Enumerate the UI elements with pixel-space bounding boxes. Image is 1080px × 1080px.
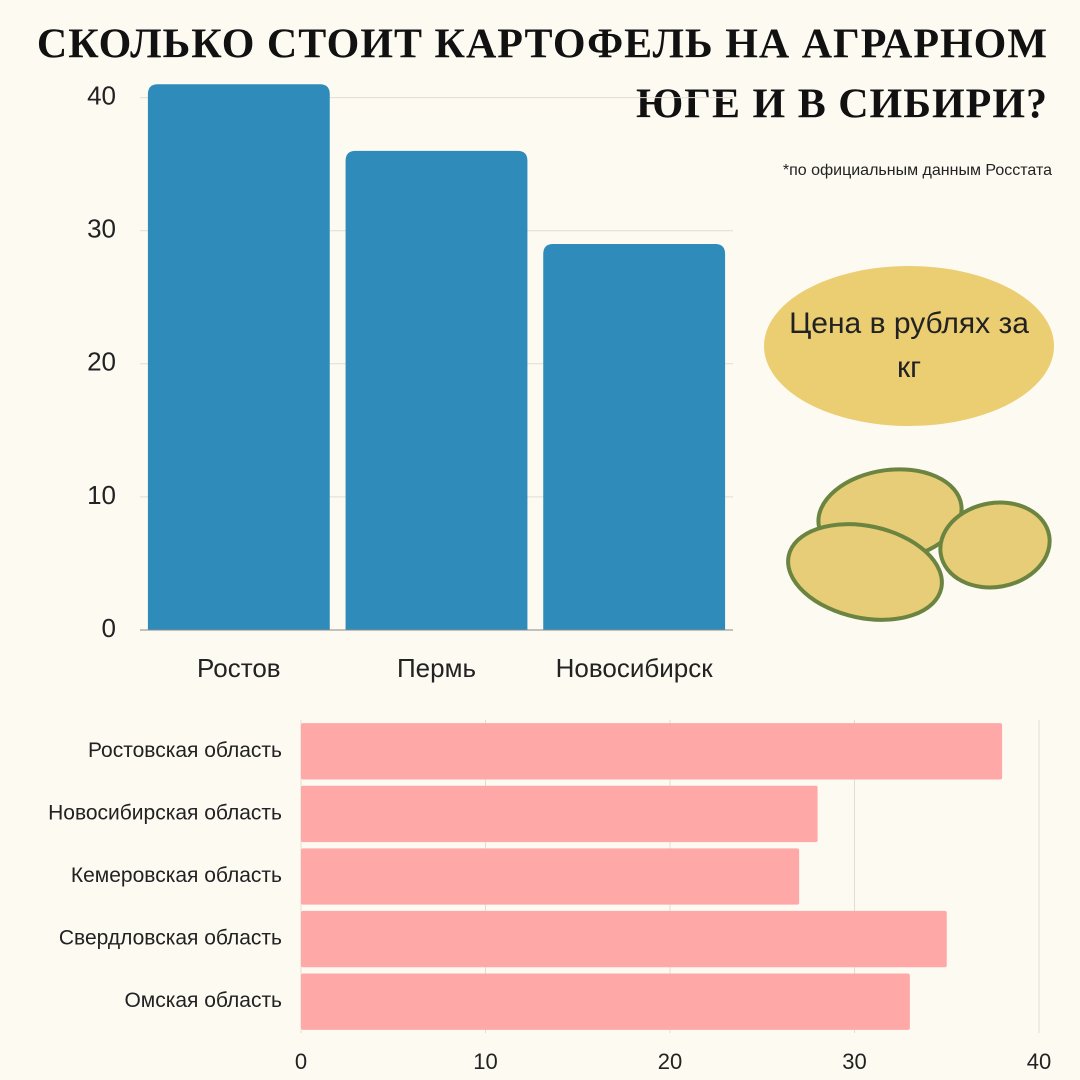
- badge-box: Цена в рублях за кг: [789, 307, 1029, 384]
- x-tick-label: Пермь: [397, 653, 476, 683]
- y-tick-label: 20: [87, 347, 116, 377]
- potatoes: [786, 467, 1052, 622]
- x-tick-label: 40: [1027, 1049, 1051, 1074]
- bar: [147, 84, 330, 631]
- note: *по официальным данным Росстата: [783, 162, 1052, 179]
- y-tick-label: Свердловская область: [59, 927, 282, 950]
- y-tick-label: Кемеровская область: [71, 864, 282, 887]
- y-tick-label: 30: [87, 214, 116, 244]
- y-tick-label: Ростовская область: [88, 739, 282, 762]
- x-tick-label: 20: [658, 1049, 682, 1074]
- title-line: ЮГЕ И В СИБИРИ?: [636, 82, 1048, 128]
- x-tick-label: 0: [295, 1049, 307, 1074]
- x-tick-label: 10: [473, 1049, 497, 1074]
- y-tick-label: 10: [87, 480, 116, 510]
- bar: [301, 723, 1003, 780]
- y-tick-label: 40: [87, 80, 116, 110]
- bar: [543, 244, 726, 630]
- badge: Цена в рублях за кг: [789, 307, 1029, 384]
- y-tick-label: 0: [102, 613, 116, 643]
- x-tick-label: Новосибирск: [556, 653, 714, 683]
- y-tick-label: Омская область: [124, 989, 282, 1012]
- bar: [301, 973, 910, 1030]
- x-tick-label: 30: [842, 1049, 866, 1074]
- bar: [301, 910, 947, 968]
- y-tick-label: Новосибирская область: [48, 801, 282, 824]
- badge-shape: [764, 266, 1054, 426]
- bar: [301, 785, 818, 843]
- title-line: СКОЛЬКО СТОИТ КАРТОФЕЛЬ НА АГРАРНОМ: [37, 22, 1048, 68]
- bar: [301, 848, 800, 905]
- x-tick-label: Ростов: [197, 653, 281, 683]
- bar: [345, 150, 528, 630]
